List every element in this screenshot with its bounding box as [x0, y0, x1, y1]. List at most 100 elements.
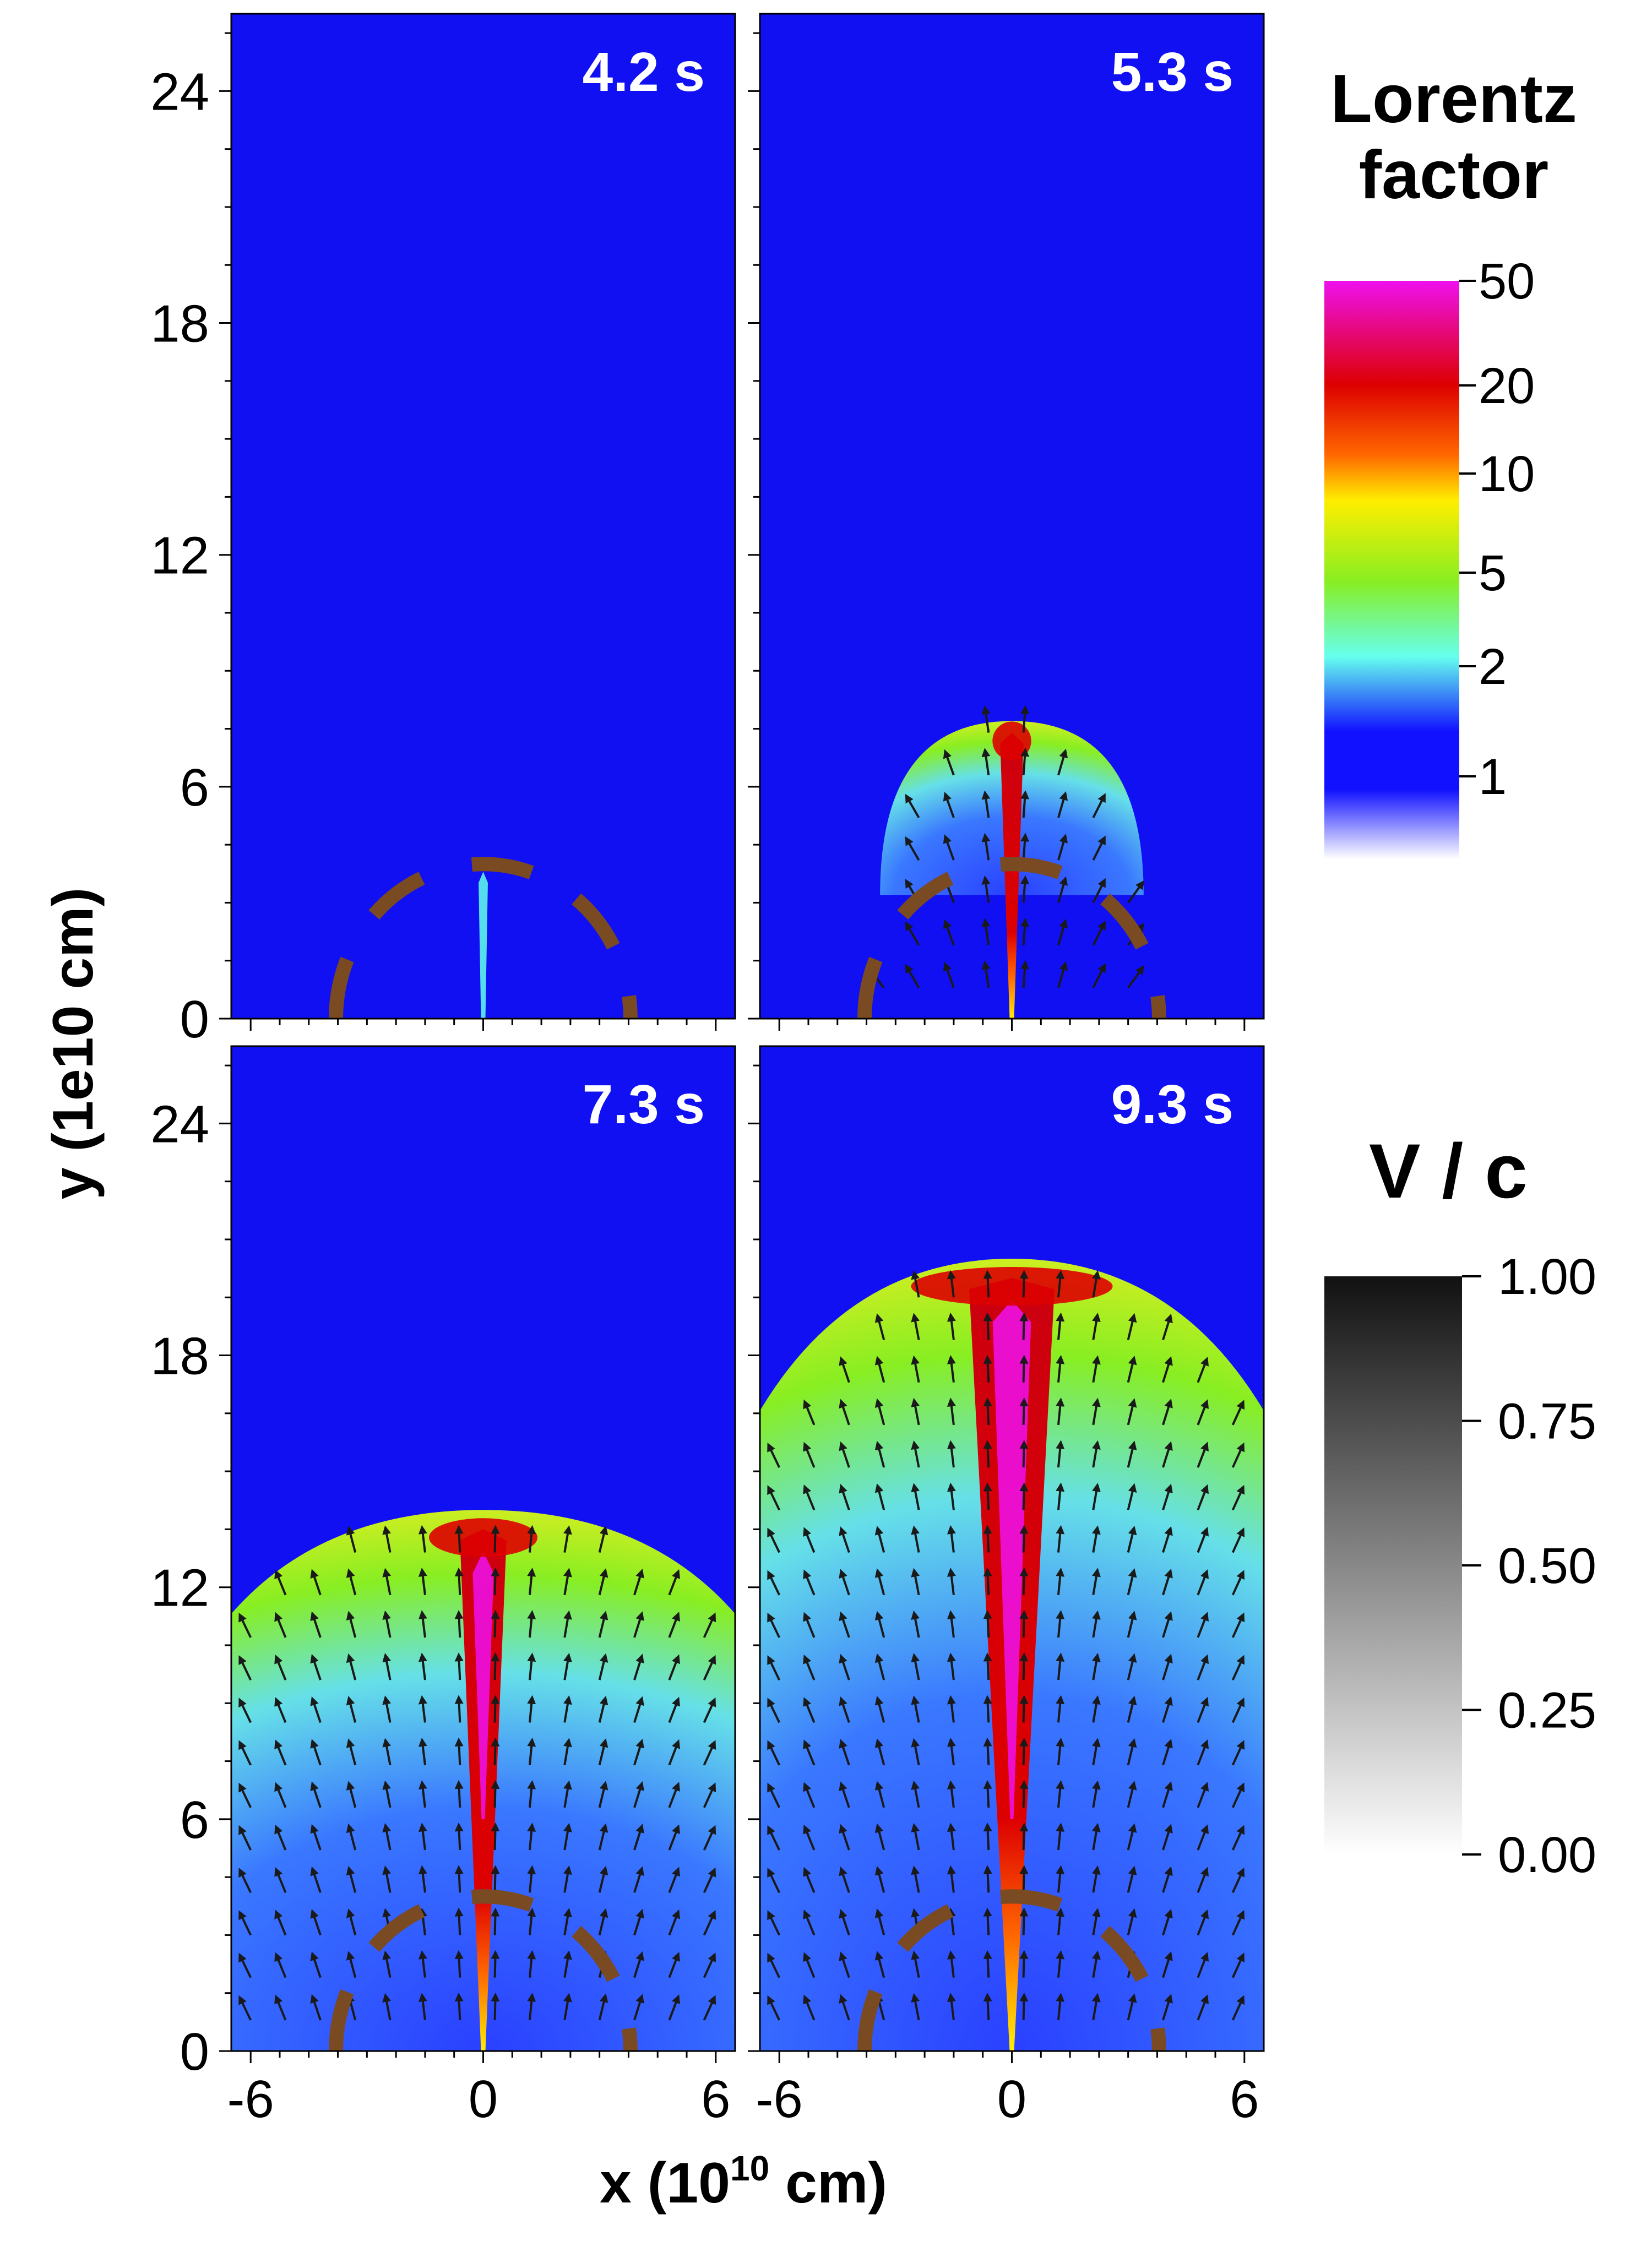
velocity-arrow [238, 1782, 252, 1808]
velocity-arrow [668, 1824, 681, 1851]
velocity-arrow [598, 1525, 608, 1553]
velocity-arrow [1127, 1483, 1137, 1510]
velocity-arrow [310, 1866, 322, 1893]
lorentz-tick-label: 1 [1479, 749, 1507, 805]
velocity-arrow [1162, 1653, 1173, 1680]
lorentz-tick-label: 20 [1479, 358, 1535, 414]
velocity-arrow [454, 1737, 464, 1765]
velocity-arrow [983, 1950, 992, 1978]
velocity-arrow [527, 1610, 536, 1638]
velocity-arrow [1197, 1399, 1209, 1426]
velocity-arrow [491, 1780, 500, 1808]
velocity-arrow [1092, 920, 1106, 946]
velocity-arrow [947, 1397, 956, 1426]
velocity-arrow [1092, 963, 1106, 988]
velocity-arrow [633, 1569, 644, 1596]
y-tick-label: 6 [180, 758, 209, 817]
velocity-arrow [983, 1652, 992, 1680]
velocity-arrow [563, 1865, 572, 1893]
velocity-arrow [1127, 1440, 1137, 1468]
velocity-arrow [1197, 1782, 1209, 1808]
velocity-arrow [491, 1567, 500, 1595]
velocity-tick-label: 1.00 [1498, 1249, 1596, 1305]
velocity-arrow [563, 1610, 572, 1638]
velocity-arrow [1092, 1738, 1101, 1765]
velocity-arrow [346, 1823, 357, 1851]
lorentz-tick-label: 50 [1479, 253, 1535, 309]
velocity-arrow [274, 1697, 287, 1723]
velocity-arrow [703, 1655, 716, 1680]
velocity-arrow [454, 1525, 464, 1553]
velocity-arrow [633, 1696, 644, 1723]
velocity-arrow [1162, 1356, 1173, 1383]
lorentz-tick-label: 10 [1479, 446, 1535, 502]
velocity-arrow [1231, 1867, 1245, 1894]
velocity-arrow [1020, 917, 1030, 945]
velocity-arrow [598, 1781, 608, 1808]
velocity-arrow [947, 1355, 956, 1383]
velocity-arrow [703, 1867, 716, 1894]
velocity-arrow [346, 1951, 357, 1978]
velocity-arrow [874, 1356, 885, 1383]
velocity-arrow [767, 1825, 780, 1851]
velocity-arrow [1057, 791, 1068, 818]
velocity-arrow [563, 1738, 572, 1765]
velocity-arrow [905, 793, 920, 818]
velocity-arrow [1127, 1823, 1137, 1851]
velocity-arrow [527, 1567, 536, 1595]
velocity-arrow [1092, 1482, 1101, 1510]
velocity-arrow [803, 1867, 816, 1893]
velocity-arrow [1162, 1908, 1173, 1936]
velocity-arrow [839, 1824, 850, 1851]
velocity-arrow [1162, 1994, 1173, 2021]
velocity-tick-label: 0.75 [1498, 1394, 1596, 1450]
velocity-arrow [418, 1823, 427, 1851]
velocity-arrow [1231, 1527, 1245, 1553]
lorentz-colorbar: Lorentz factor 50 20 10 5 2 1 [1324, 61, 1577, 859]
velocity-arrow [874, 1313, 885, 1340]
time-label: 5.3 s [1111, 41, 1233, 103]
velocity-arrow [491, 1865, 500, 1893]
velocity-arrow [1092, 1610, 1101, 1638]
y-tick-label: 18 [150, 1327, 209, 1386]
velocity-arrow [1056, 1355, 1065, 1383]
velocity-arrow [1056, 1737, 1065, 1765]
velocity-arrow [1057, 834, 1068, 861]
velocity-arrow [1197, 1739, 1209, 1766]
panel-3: 7.3 s 0 6 12 18 24 -6 0 6 [150, 1045, 736, 2129]
velocity-arrow [346, 1781, 357, 1808]
velocity-arrow [598, 1653, 608, 1680]
x-tick-label: 0 [997, 2070, 1026, 2129]
velocity-arrow [803, 1739, 816, 1766]
velocity-arrow [839, 1653, 850, 1680]
velocity-arrow [563, 1950, 572, 1978]
velocity-arrow [238, 1698, 252, 1723]
velocity-arrow [454, 1567, 464, 1595]
velocity-arrow [1056, 1780, 1065, 1808]
velocity-arrow [598, 1568, 608, 1596]
velocity-arrow [1127, 1313, 1137, 1340]
velocity-arrow [1162, 1483, 1173, 1510]
velocity-arrow [1092, 1440, 1101, 1468]
velocity-arrow [981, 748, 991, 776]
velocity-arrows [767, 1270, 1245, 2021]
velocity-arrow [981, 833, 991, 861]
velocity-arrow [839, 1994, 850, 2021]
velocity-arrow [983, 1567, 992, 1595]
velocity-arrow [911, 1355, 920, 1383]
velocity-arrow [527, 1993, 536, 2021]
velocity-arrow [905, 964, 920, 988]
velocity-arrows [238, 1525, 716, 2021]
velocity-arrow [491, 1992, 500, 2020]
velocity-arrow [310, 1611, 322, 1638]
velocity-arrow [1056, 1823, 1065, 1851]
velocity-arrow [527, 1695, 536, 1723]
velocity-arrow [1057, 748, 1068, 776]
velocity-arrow [905, 921, 920, 946]
velocity-arrow [1197, 1994, 1209, 2021]
velocity-arrow [1057, 918, 1068, 946]
velocity-arrow [839, 1483, 850, 1510]
velocity-arrow [274, 1910, 287, 1936]
velocity-arrow [767, 1740, 780, 1766]
velocity-arrow [454, 1695, 464, 1723]
